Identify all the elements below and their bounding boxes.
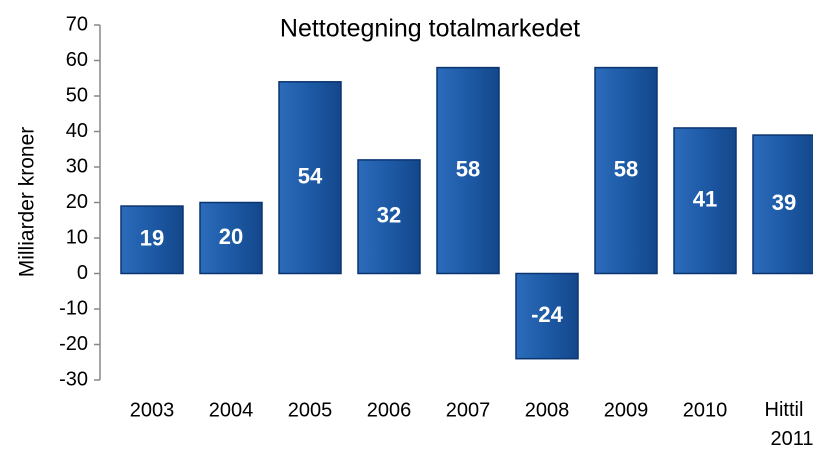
bar <box>278 81 342 275</box>
bar <box>673 127 737 275</box>
bar <box>357 159 421 275</box>
y-tick-label: -10 <box>59 297 88 319</box>
value-label: 20 <box>219 224 243 249</box>
x-tick-label: 2008 <box>525 399 570 421</box>
value-label: -24 <box>531 302 564 327</box>
y-tick-label: 60 <box>66 49 88 71</box>
y-axis-label: Milliarder kroner <box>16 127 39 278</box>
y-tick-label: -30 <box>59 368 88 390</box>
y-tick-label: 30 <box>66 155 88 177</box>
x-tick-label: 2004 <box>209 399 254 421</box>
x-tick-label: 2006 <box>367 399 412 421</box>
y-tick-label: -20 <box>59 333 88 355</box>
y-tick-label: 20 <box>66 191 88 213</box>
bar <box>752 134 813 275</box>
y-tick-label: 50 <box>66 84 88 106</box>
value-label: 41 <box>693 187 717 212</box>
value-label: 58 <box>614 156 638 181</box>
x-tick-label: Hittil 2011 <box>765 399 813 450</box>
x-tick-label: 2003 <box>130 399 175 421</box>
bar <box>515 272 579 360</box>
y-tick-label: 10 <box>66 226 88 248</box>
x-tick-label: 2009 <box>604 399 649 421</box>
bar <box>594 66 658 275</box>
bar <box>436 66 500 275</box>
value-label: 54 <box>298 163 323 188</box>
x-tick-label: 2010 <box>683 399 728 421</box>
value-label: 32 <box>377 203 401 228</box>
y-tick-label: 40 <box>66 120 88 142</box>
value-label: 39 <box>772 190 796 215</box>
y-tick-label: 70 <box>66 13 88 35</box>
bar <box>120 205 184 275</box>
x-tick-label: 2005 <box>288 399 333 421</box>
x-tick-label: 2007 <box>446 399 491 421</box>
value-label: 19 <box>140 226 164 251</box>
y-tick-label: 0 <box>77 262 88 284</box>
value-label: 58 <box>456 156 480 181</box>
chart-title: Nettotegning totalmarkedet <box>280 15 580 43</box>
bar <box>199 201 263 275</box>
